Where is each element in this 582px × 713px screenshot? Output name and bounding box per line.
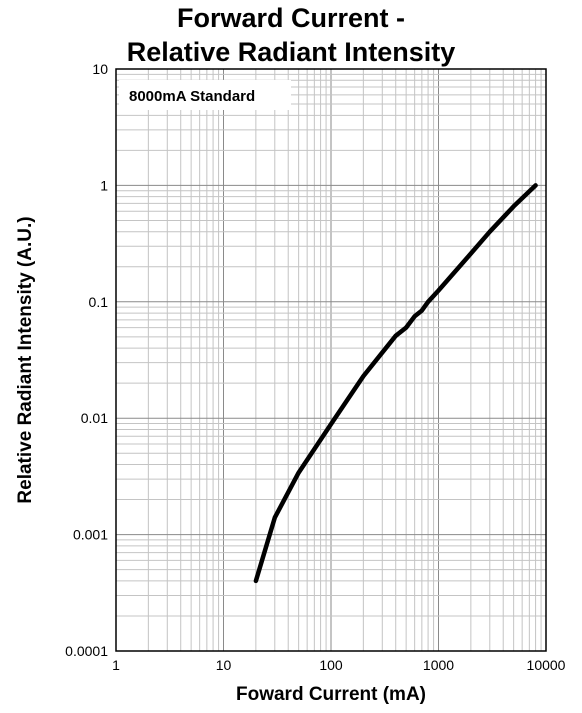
y-axis-label: Relative Radiant Intensity (A.U.) [15,216,36,503]
y-tick-label: 0.0001 [65,643,108,659]
grid [115,69,546,652]
annotation-background [119,80,291,110]
y-tick-label: 0.001 [73,527,108,543]
legend-box: 8000mA Standard [119,80,291,110]
series-group [253,183,538,584]
y-tick-label: 10 [92,61,108,77]
y-tick-label: 0.1 [89,294,109,310]
plot-frame [115,68,547,652]
x-tick-label: 1 [112,657,120,673]
annotation-label: 8000mA Standard [129,88,255,105]
x-tick-label: 1000 [423,657,454,673]
x-tick-label: 10000 [527,657,566,673]
chart-title-line-1: Forward Current - [176,3,405,33]
y-tick-label: 1 [100,177,108,193]
chart-title-line-2: Relative Radiant Intensity [126,37,456,67]
tick-labels: 1 10 100 1000 10000 10 1 0.1 0.01 0.001 0.0001 [65,61,566,673]
x-tick-label: 10 [216,657,232,673]
y-tick-label: 0.01 [81,410,108,426]
x-axis-label: Foward Current (mA) [236,684,426,705]
series-line [253,183,538,584]
x-tick-label: 100 [319,657,343,673]
